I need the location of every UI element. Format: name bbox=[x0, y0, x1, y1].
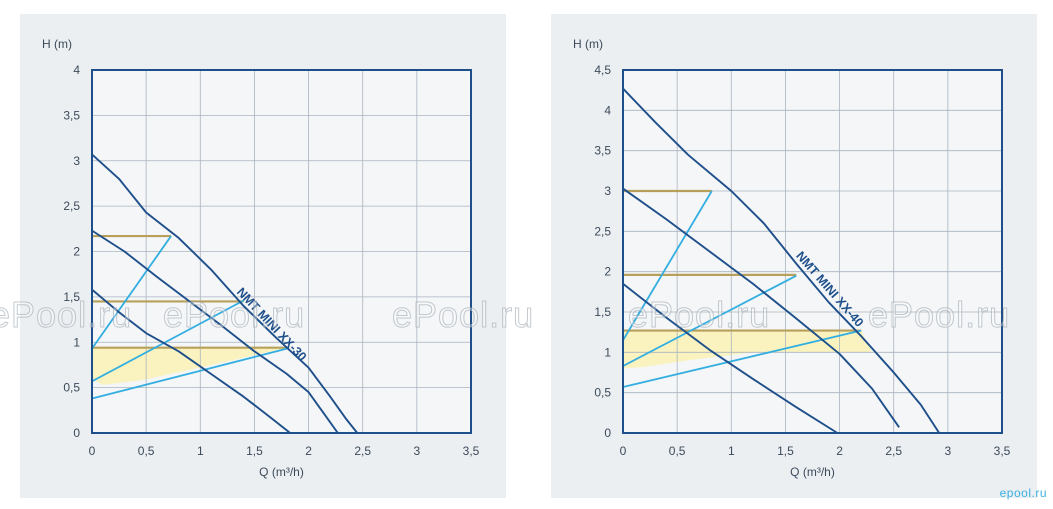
x-tick-label: 1 bbox=[728, 444, 735, 458]
x-tick-label: 3,5 bbox=[463, 444, 480, 458]
system-curve bbox=[622, 274, 797, 367]
y-tick-label: 3 bbox=[604, 184, 611, 198]
y-tick-label: 1 bbox=[73, 335, 80, 349]
pump-curve bbox=[91, 229, 339, 434]
y-tick-label: 0 bbox=[73, 426, 80, 440]
operating-zone bbox=[92, 347, 287, 385]
watermark-text: ePool.ru bbox=[162, 294, 306, 336]
y-tick-label: 1,5 bbox=[63, 290, 80, 304]
system-curve bbox=[622, 190, 713, 341]
y-tick-label: 4,5 bbox=[594, 63, 611, 77]
x-tick-label: 3 bbox=[414, 444, 421, 458]
y-tick-label: 0,5 bbox=[594, 386, 611, 400]
pump-curve bbox=[91, 153, 359, 434]
watermark-text: ePool.ru bbox=[867, 294, 1011, 336]
x-tick-label: 0 bbox=[89, 444, 96, 458]
x-tick-label: 0,5 bbox=[669, 444, 686, 458]
y-axis-label: H (m) bbox=[573, 37, 603, 51]
x-tick-label: 1,5 bbox=[777, 444, 794, 458]
x-tick-label: 2,5 bbox=[354, 444, 371, 458]
y-tick-label: 2 bbox=[73, 245, 80, 259]
y-tick-label: 3 bbox=[73, 154, 80, 168]
plot-area bbox=[623, 70, 1002, 433]
y-tick-label: 2,5 bbox=[63, 199, 80, 213]
x-tick-label: 1 bbox=[197, 444, 204, 458]
system-curve bbox=[91, 235, 172, 350]
corner-watermark: epool.ru bbox=[999, 486, 1047, 500]
x-tick-label: 0,5 bbox=[138, 444, 155, 458]
x-tick-label: 2 bbox=[305, 444, 312, 458]
y-tick-label: 2,5 bbox=[594, 224, 611, 238]
y-tick-label: 2 bbox=[604, 265, 611, 279]
chart-panel-xx40: 0 0,5 1 1,5 2 2,5 3 3,5 0 0,5 1 1,5 2 2,5 3 3,5 4 4,5 H (m… bbox=[551, 14, 1037, 498]
x-tick-label: 1,5 bbox=[246, 444, 263, 458]
pump-curve bbox=[622, 283, 838, 434]
x-tick-label: 3 bbox=[945, 444, 952, 458]
operating-zone bbox=[623, 330, 873, 369]
y-tick-label: 1 bbox=[604, 345, 611, 359]
y-tick-label: 3,5 bbox=[63, 108, 80, 122]
system-curve bbox=[91, 299, 245, 383]
plot-frame bbox=[622, 69, 1003, 434]
pump-chart-xx30: 0 0,5 1 1,5 2 2,5 3 3,5 0 0,5 1 1,5 2 2,5 3 3,5 4H (m) Q … bbox=[42, 37, 480, 479]
pump-chart-xx40: 0 0,5 1 1,5 2 2,5 3 3,5 0 0,5 1 1,5 2 2,5 3 3,5 4 4,5 H (m… bbox=[573, 37, 1011, 479]
system-curve bbox=[91, 347, 288, 400]
y-tick-label: 3,5 bbox=[594, 144, 611, 158]
x-axis-label: Q (m³/h) bbox=[259, 465, 304, 479]
x-axis-label: Q (m³/h) bbox=[790, 465, 835, 479]
x-tick-label: 0 bbox=[620, 444, 627, 458]
watermark-text: ePool.ru bbox=[391, 294, 535, 336]
x-tick-label: 2 bbox=[836, 444, 843, 458]
y-tick-label: 1,5 bbox=[594, 305, 611, 319]
x-tick-label: 3,5 bbox=[994, 444, 1011, 458]
plot-frame bbox=[91, 69, 472, 434]
pump-curve bbox=[622, 187, 900, 428]
pump-curve bbox=[91, 288, 291, 434]
chart-panel-xx30: 0 0,5 1 1,5 2 2,5 3 3,5 0 0,5 1 1,5 2 2,5 3 3,5 4 H (m) Q … bbox=[20, 14, 506, 498]
y-axis-label: H (m) bbox=[42, 37, 72, 51]
y-tick-label: 0,5 bbox=[63, 381, 80, 395]
pump-curve bbox=[622, 87, 940, 434]
watermark-text: ePool.ru bbox=[0, 294, 133, 336]
y-tick-label: 0 bbox=[604, 426, 611, 440]
y-tick-label: 4 bbox=[73, 63, 80, 77]
x-tick-label: 2,5 bbox=[885, 444, 902, 458]
watermark-text: ePool.ru bbox=[627, 294, 771, 336]
y-tick-label: 4 bbox=[604, 103, 611, 117]
